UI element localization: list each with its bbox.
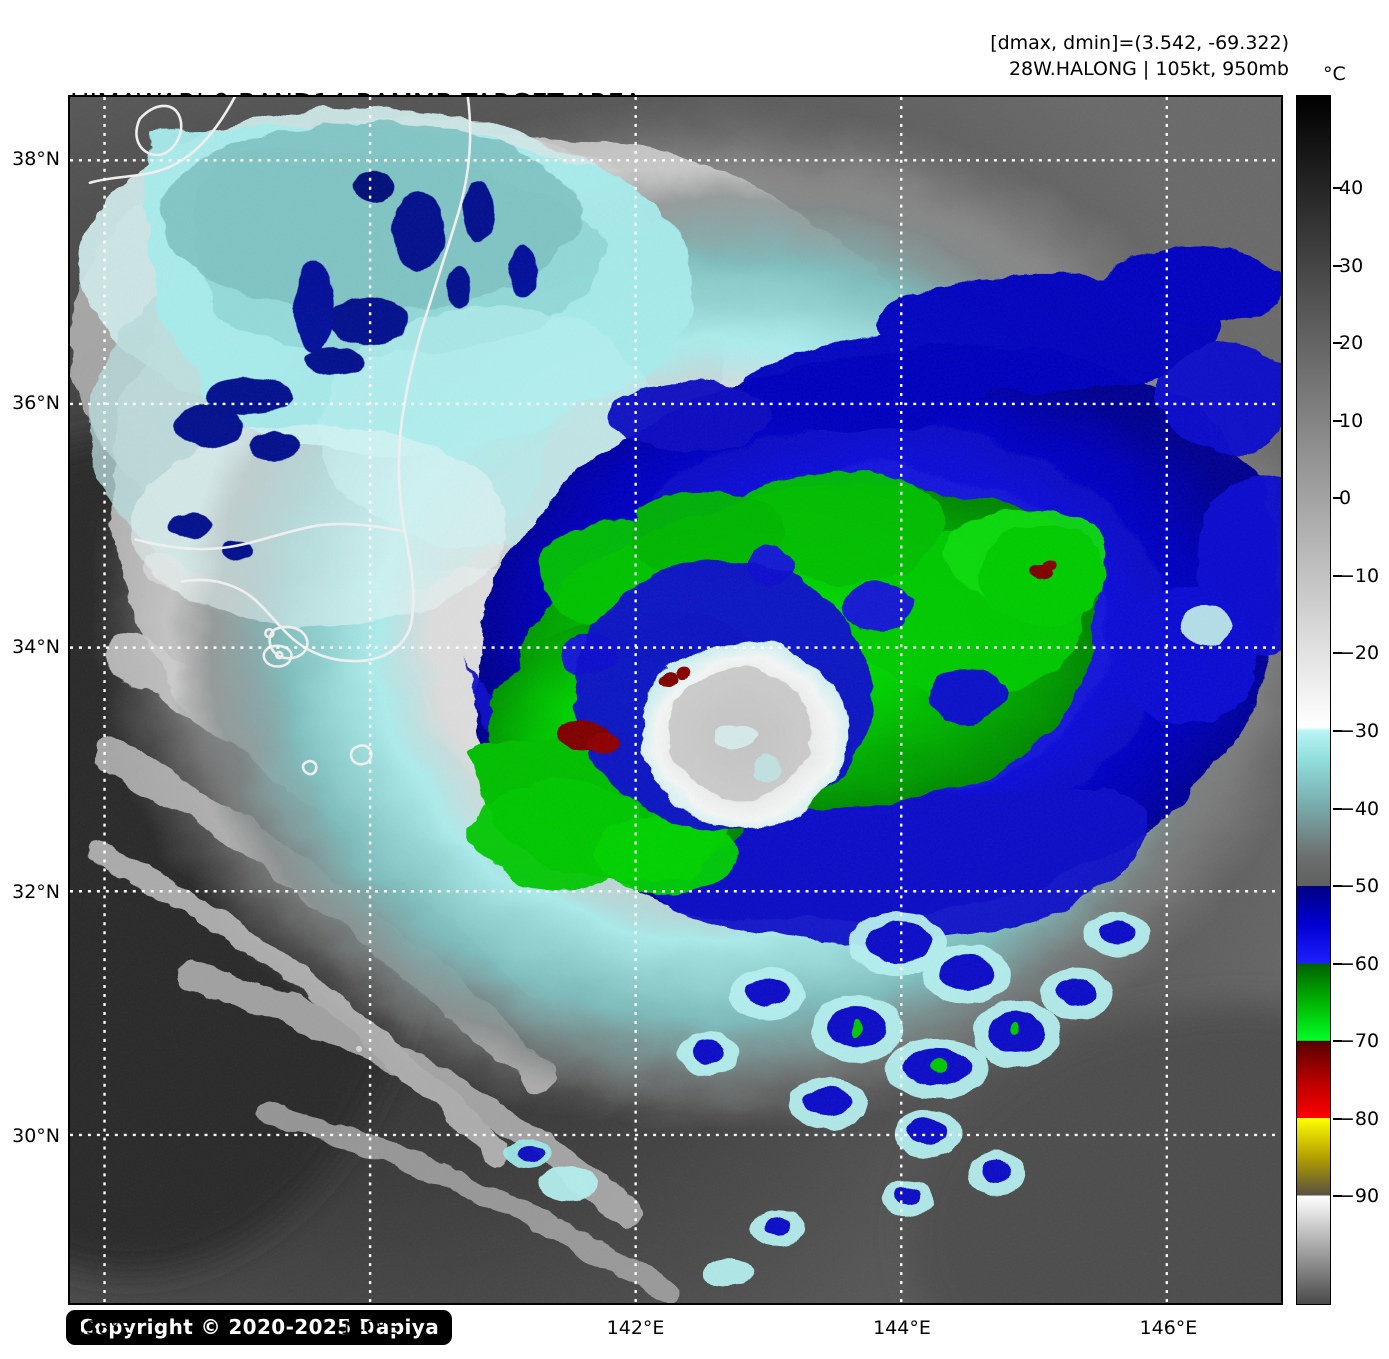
colorbar-unit-label: °C: [1323, 63, 1346, 85]
colorbar-tick-labels: 40 30 20 10 0 −10 −20 −30 −40 −50 −60 −70 −80 −90: [1333, 95, 1389, 1305]
colorbar-tick-label: −70: [1339, 1030, 1379, 1052]
colorbar-tick-label: −20: [1339, 642, 1379, 664]
colorbar-tick-label: 20: [1339, 332, 1363, 354]
colorbar-gradient: [1297, 96, 1330, 1304]
x-axis-tick-label: 142°E: [607, 1317, 665, 1339]
colorbar-tick-label: −90: [1339, 1185, 1379, 1207]
satellite-image-figure: HIMAWARI-9 BAND14-RAMMB TARGET AREA Time…: [0, 0, 1389, 1359]
colorbar-tick-label: −10: [1339, 565, 1379, 587]
colorbar-tick-label: −80: [1339, 1108, 1379, 1130]
figure-metadata-block: [dmax, dmin]=(3.542, -69.322) 28W.HALONG…: [990, 30, 1289, 82]
x-axis-tick-label: 138°E: [74, 1317, 132, 1339]
colorbar-tick-label: −30: [1339, 720, 1379, 742]
y-axis-tick-label: 30°N: [12, 1125, 60, 1147]
satellite-image-plot[interactable]: [68, 95, 1283, 1305]
colorbar-tick-label: −60: [1339, 953, 1379, 975]
storm-info-label: 28W.HALONG | 105kt, 950mb: [990, 56, 1289, 82]
colorbar-tick-label: 0: [1339, 487, 1351, 509]
x-axis-tick-label: 140°E: [340, 1317, 398, 1339]
y-axis-tick-label: 32°N: [12, 881, 60, 903]
y-axis-tick-label: 36°N: [12, 392, 60, 414]
y-axis: 38°N 36°N 34°N 32°N 30°N: [0, 0, 60, 1359]
x-axis-tick-label: 146°E: [1140, 1317, 1198, 1339]
y-axis-tick-label: 38°N: [12, 148, 60, 170]
colorbar-tick-label: 40: [1339, 177, 1363, 199]
satellite-imagery: [70, 97, 1281, 1303]
x-axis-tick-label: 144°E: [873, 1317, 931, 1339]
colorbar-tick-label: −40: [1339, 798, 1379, 820]
x-axis: 138°E 140°E 142°E 144°E 146°E: [0, 1317, 1389, 1347]
colorbar-tick-label: 30: [1339, 255, 1363, 277]
colorbar-tick-label: 10: [1339, 410, 1363, 432]
colorbar-tick-label: −50: [1339, 875, 1379, 897]
data-minmax-label: [dmax, dmin]=(3.542, -69.322): [990, 30, 1289, 56]
y-axis-tick-label: 34°N: [12, 636, 60, 658]
temperature-colorbar[interactable]: [1296, 95, 1331, 1305]
